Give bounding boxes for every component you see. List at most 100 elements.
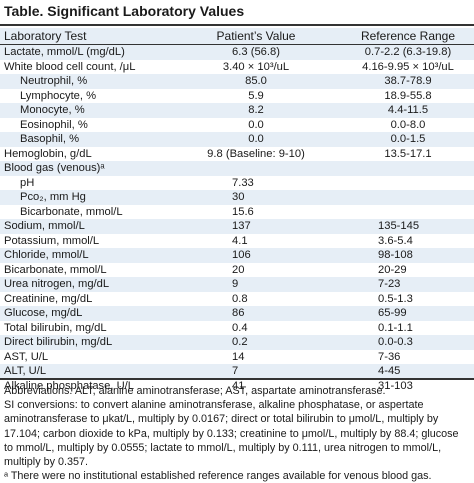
cell-reference-range: 4.16-9.95 × 10³/uL: [362, 60, 454, 73]
cell-patient-value: 8.2: [248, 104, 264, 116]
cell-laboratory-test: Glucose, mg/dL: [4, 307, 83, 319]
table-row: Alkaline phosphatase, U/L 41 31-103: [0, 378, 474, 393]
header-patient-value: Patient’s Value: [216, 29, 296, 43]
cell-reference-range: 65-99: [378, 307, 407, 319]
cell-reference-range: 18.9-55.8: [384, 89, 432, 102]
table-background: [0, 28, 474, 378]
cell-laboratory-test: Bicarbonate, mmol/L: [4, 263, 107, 276]
cell-laboratory-test: Monocyte, %: [20, 104, 85, 116]
cell-reference-range: 7-36: [378, 350, 401, 363]
table-row: Direct bilirubin, mg/dL 0.2 0.0-0.3: [0, 335, 474, 350]
table-row: White blood cell count, /μL 3.40 × 10³/uL…: [0, 59, 474, 74]
cell-patient-value: 7.33: [232, 176, 254, 189]
cell-patient-value: 7: [232, 365, 239, 377]
cell-laboratory-test: Bicarbonate, mmol/L: [20, 205, 123, 218]
cell-laboratory-test: Urea nitrogen, mg/dL: [4, 278, 110, 290]
cell-patient-value: 4.1: [232, 234, 248, 247]
cell-reference-range: 135-145: [378, 220, 420, 232]
cell-laboratory-test: Direct bilirubin, mg/dL: [4, 336, 113, 348]
cell-reference-range: 4-45: [378, 365, 401, 377]
table-header: Laboratory Test Patient’s Value Referenc…: [0, 28, 474, 44]
cell-laboratory-test: Lactate, mmol/L (mg/dL): [4, 46, 125, 58]
cell-patient-value: 0.8: [232, 292, 248, 305]
header-laboratory-test: Laboratory Test: [4, 29, 87, 43]
cell-laboratory-test: Alkaline phosphatase, U/L: [4, 379, 134, 392]
cell-patient-value: 0.0: [248, 118, 264, 131]
cell-patient-value: 5.9: [248, 89, 264, 102]
cell-patient-value: 9: [232, 278, 239, 290]
cell-reference-range: 4.4-11.5: [387, 104, 429, 116]
cell-reference-range: 0.0-1.5: [390, 133, 426, 145]
table-row: Lactate, mmol/L (mg/dL) 6.3 (56.8) 0.7-2.2…: [0, 45, 474, 60]
cell-patient-value: 30: [232, 191, 245, 203]
cell-reference-range: 0.1-1.1: [378, 321, 413, 334]
cell-laboratory-test: Pco₂, mm Hg: [20, 191, 86, 203]
table-row: Eosinophil, % 0.0 0.0-8.0: [0, 117, 474, 132]
table-row: Hemoglobin, g/dL 9.8 (Baseline: 9-10) 13.5…: [0, 146, 474, 161]
cell-laboratory-test: AST, U/L: [4, 350, 49, 363]
cell-laboratory-test: Creatinine, mg/dL: [4, 292, 93, 305]
footnotes: Abbreviations: ALT, alanine aminotransfe…: [4, 384, 470, 483]
cell-laboratory-test: Hemoglobin, g/dL: [4, 147, 92, 160]
cell-reference-range: 0.7-2.2 (6.3-19.8): [364, 46, 452, 58]
cell-patient-value: 3.40 × 10³/uL: [222, 60, 290, 73]
table-row: Creatinine, mg/dL 0.8 0.5-1.3: [0, 291, 474, 306]
table-row: Pco₂, mm Hg 30: [0, 190, 474, 205]
footnote-si-conversions: SI conversions: to convert alanine amino…: [4, 399, 459, 469]
footnote-abbreviations: Abbreviations: ALT, alanine aminotransfe…: [4, 385, 386, 397]
cell-patient-value: 41: [232, 379, 245, 392]
table-row: Sodium, mmol/L 137 135-145: [0, 219, 474, 234]
cell-patient-value: 0.0: [248, 133, 264, 145]
cell-patient-value: 14: [232, 350, 245, 363]
cell-reference-range: 0.5-1.3: [378, 292, 413, 305]
table-row: Bicarbonate, mmol/L 15.6: [0, 204, 474, 219]
header-rule: [0, 44, 474, 45]
table-row: Blood gas (venous)ᵃ: [0, 161, 474, 176]
cell-laboratory-test: Lymphocyte, %: [20, 89, 97, 102]
cell-laboratory-test: Sodium, mmol/L: [4, 220, 85, 232]
cell-reference-range: 31-103: [378, 379, 413, 392]
cell-patient-value: 86: [232, 307, 245, 319]
cell-reference-range: 7-23: [378, 278, 401, 290]
cell-laboratory-test: pH: [20, 176, 35, 189]
table-row: pH 7.33: [0, 175, 474, 190]
table-row: Total bilirubin, mg/dL 0.4 0.1-1.1: [0, 320, 474, 335]
table-row: Neutrophil, % 85.0 38.7-78.9: [0, 74, 474, 89]
cell-patient-value: 106: [232, 249, 251, 261]
bottom-rule: [0, 378, 474, 380]
table-body: Lactate, mmol/L (mg/dL) 6.3 (56.8) 0.7-2.2…: [0, 45, 474, 393]
cell-laboratory-test: White blood cell count, /μL: [4, 60, 136, 73]
table-row: Urea nitrogen, mg/dL 9 7-23: [0, 277, 474, 292]
table-row: Glucose, mg/dL 86 65-99: [0, 306, 474, 321]
cell-patient-value: 9.8 (Baseline: 9-10): [207, 147, 305, 160]
cell-reference-range: 0.0-8.0: [390, 118, 426, 131]
top-rule: [0, 24, 474, 26]
cell-laboratory-test: Eosinophil, %: [20, 118, 88, 131]
footnote-a: ᵃ There were no institutional establishe…: [4, 470, 432, 483]
cell-reference-range: 3.6-5.4: [378, 234, 413, 247]
header-reference-range: Reference Range: [360, 29, 456, 43]
cell-reference-range: 0.0-0.3: [378, 336, 413, 348]
cell-patient-value: 6.3 (56.8): [232, 46, 280, 58]
table-row: Bicarbonate, mmol/L 20 20-29: [0, 262, 474, 277]
cell-patient-value: 0.4: [232, 321, 248, 334]
table-row: Basophil, % 0.0 0.0-1.5: [0, 132, 474, 147]
table-row: Lymphocyte, % 5.9 18.9-55.8: [0, 88, 474, 103]
cell-reference-range: 38.7-78.9: [384, 75, 432, 87]
cell-patient-value: 137: [232, 220, 251, 232]
table-row: Potassium, mmol/L 4.1 3.6-5.4: [0, 233, 474, 248]
cell-laboratory-test: Basophil, %: [20, 133, 80, 145]
table-row: AST, U/L 14 7-36: [0, 349, 474, 364]
table-row: Chloride, mmol/L 106 98-108: [0, 248, 474, 263]
table-title: Table. Significant Laboratory Values: [4, 3, 245, 19]
cell-reference-range: 98-108: [378, 249, 413, 261]
cell-reference-range: 20-29: [378, 263, 407, 276]
cell-laboratory-test: Potassium, mmol/L: [4, 234, 100, 247]
cell-laboratory-test: Blood gas (venous)ᵃ: [4, 162, 105, 174]
cell-laboratory-test: Neutrophil, %: [20, 75, 88, 87]
cell-patient-value: 20: [232, 263, 245, 276]
cell-reference-range: 13.5-17.1: [384, 147, 432, 160]
cell-laboratory-test: Total bilirubin, mg/dL: [4, 321, 107, 334]
cell-patient-value: 85.0: [245, 75, 267, 87]
